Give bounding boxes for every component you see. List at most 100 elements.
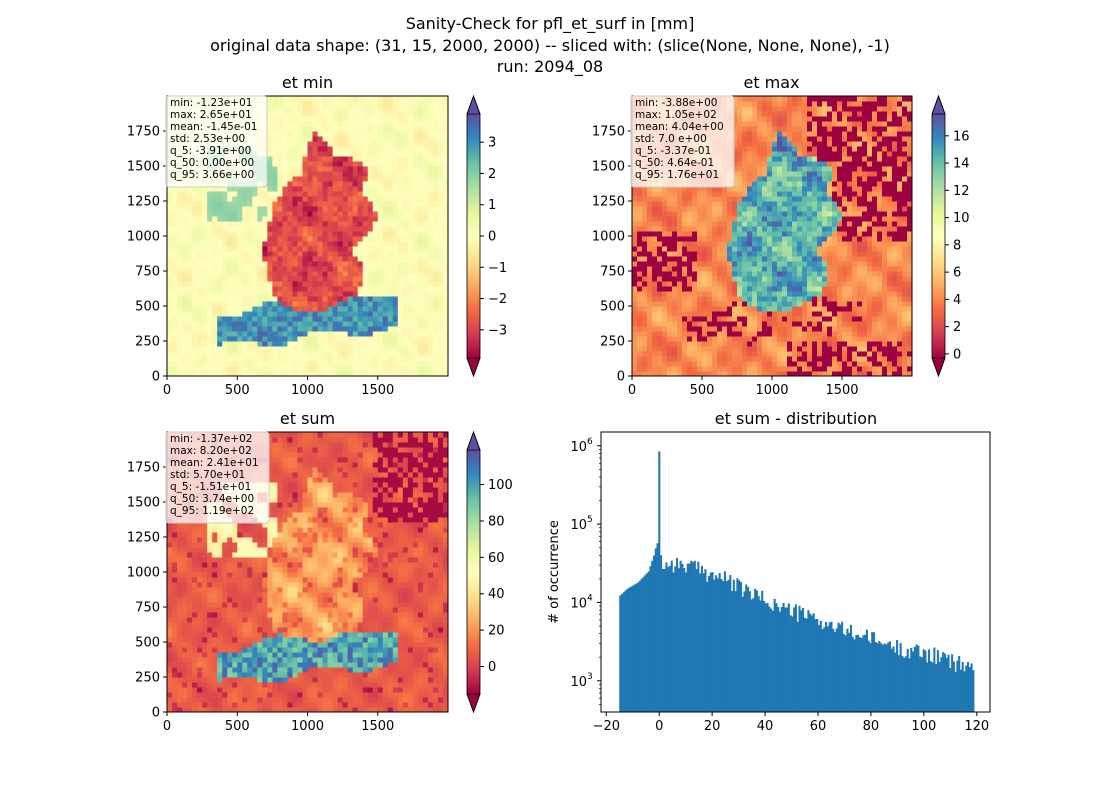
heatmap-cell: [407, 281, 414, 287]
heatmap-cell: [427, 251, 434, 257]
heatmap-cell: [357, 186, 364, 192]
heatmap-cell: [287, 131, 293, 137]
heatmap-cell: [167, 311, 173, 317]
heatmap-cell: [312, 116, 319, 122]
heatmap-cell: [342, 191, 349, 197]
heatmap-cell: [417, 281, 424, 287]
heatmap-cell: [772, 106, 778, 112]
heatmap-cell: [302, 321, 308, 327]
heatmap-cell: [302, 226, 308, 232]
heatmap-cell: [422, 276, 429, 282]
heatmap-cell: [752, 331, 758, 337]
heatmap-cell: [682, 266, 688, 272]
heatmap-cell: [362, 351, 369, 357]
heatmap-cell: [217, 186, 223, 192]
heatmap-cell: [267, 196, 273, 202]
heatmap-cell: [717, 201, 723, 207]
heatmap-cell: [727, 356, 733, 362]
heatmap-cell: [287, 171, 293, 177]
heatmap-cell: [412, 151, 419, 157]
heatmap-cell: [752, 351, 758, 357]
heatmap-cell: [692, 331, 698, 337]
heatmap-cell: [667, 366, 673, 372]
heatmap-cell: [727, 211, 733, 217]
heatmap-cell: [367, 101, 374, 107]
heatmap-cell: [437, 331, 444, 337]
heatmap-cell: [442, 321, 449, 327]
heatmap-cell: [337, 246, 344, 252]
heatmap-cell: [212, 261, 218, 267]
heatmap-cell: [747, 116, 753, 122]
heatmap-cell: [387, 136, 394, 142]
heatmap-cell: [792, 331, 798, 337]
heatmap-cell: [262, 336, 268, 342]
heatmap-cell: [352, 131, 359, 137]
heatmap-cell: [192, 221, 198, 227]
heatmap-cell: [262, 236, 268, 242]
heatmap-cell: [647, 346, 653, 352]
heatmap-cell: [192, 186, 198, 192]
heatmap-cell: [272, 146, 278, 152]
heatmap-cell: [177, 221, 183, 227]
heatmap-cell: [352, 241, 359, 247]
heatmap-cell: [442, 101, 449, 107]
heatmap-cell: [742, 271, 748, 277]
heatmap-cell: [362, 291, 369, 297]
heatmap-cell: [742, 181, 748, 187]
heatmap-cell: [257, 286, 263, 292]
heatmap-cell: [287, 286, 293, 292]
heatmap-cell: [742, 341, 748, 347]
heatmap-cell: [752, 171, 758, 177]
heatmap-cell: [717, 186, 723, 192]
heatmap-cell: [377, 361, 384, 367]
heatmap-cell: [372, 351, 379, 357]
heatmap-cell: [207, 251, 213, 257]
heatmap-cell: [382, 281, 389, 287]
heatmap-cell: [632, 211, 638, 217]
heatmap-cell: [232, 346, 238, 352]
heatmap-cell: [772, 291, 778, 297]
heatmap-cell: [782, 166, 788, 172]
heatmap-cell: [747, 246, 753, 252]
heatmap-cell: [317, 361, 324, 367]
heatmap-cell: [197, 251, 203, 257]
heatmap-cell: [332, 206, 339, 212]
heatmap-cell: [772, 316, 778, 322]
heatmap-cell: [347, 156, 354, 162]
heatmap-cell: [417, 166, 424, 172]
heatmap-cell: [247, 226, 253, 232]
heatmap-cell: [407, 226, 414, 232]
heatmap-cell: [747, 371, 753, 377]
heatmap-cell: [782, 156, 788, 162]
heatmap-cell: [752, 231, 758, 237]
heatmap-cell: [327, 236, 334, 242]
heatmap-cell: [762, 301, 768, 307]
heatmap-cell: [737, 106, 743, 112]
heatmap-cell: [417, 301, 424, 307]
heatmap-cell: [382, 131, 389, 137]
heatmap-cell: [332, 96, 339, 102]
heatmap-cell: [297, 206, 303, 212]
heatmap-cell: [752, 251, 758, 257]
heatmap-cell: [787, 256, 793, 262]
heatmap-cell: [382, 216, 389, 222]
heatmap-cell: [317, 241, 324, 247]
heatmap-cell: [177, 206, 183, 212]
heatmap-cell: [337, 206, 344, 212]
heatmap-cell: [757, 171, 763, 177]
heatmap-cell: [417, 191, 424, 197]
heatmap-cell: [412, 236, 419, 242]
heatmap-cell: [642, 201, 648, 207]
heatmap-cell: [327, 321, 334, 327]
heatmap-cell: [722, 351, 728, 357]
heatmap-cell: [412, 301, 419, 307]
heatmap-cell: [397, 306, 404, 312]
heatmap-cell: [277, 226, 283, 232]
stat-line: q_50: 0.00e+00: [170, 157, 254, 169]
heatmap-cell: [717, 256, 723, 262]
heatmap-cell: [787, 106, 793, 112]
heatmap-cell: [712, 286, 718, 292]
heatmap-cell: [727, 226, 733, 232]
heatmap-cell: [307, 286, 314, 292]
heatmap-cell: [277, 271, 283, 277]
